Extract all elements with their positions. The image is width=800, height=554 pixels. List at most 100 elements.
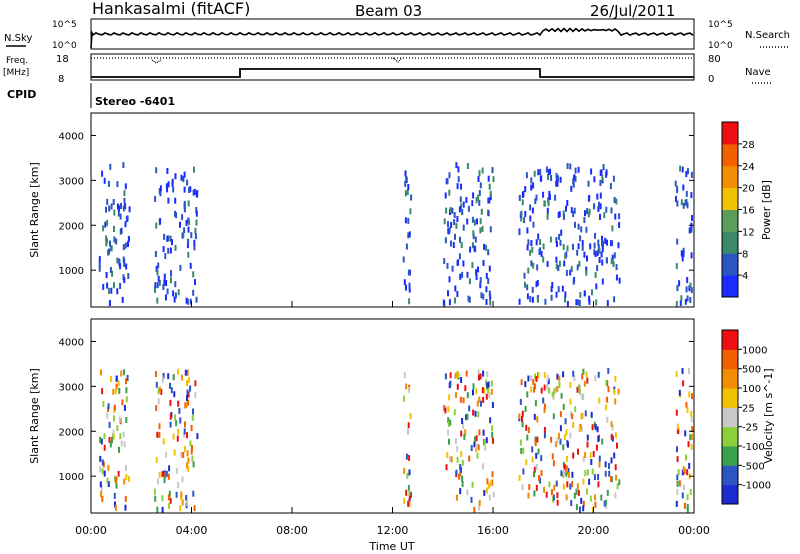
power-cell	[113, 226, 115, 232]
power-cell	[518, 229, 521, 236]
velocity-cell	[491, 402, 494, 408]
velocity-cell	[161, 376, 164, 383]
power-cell	[120, 203, 122, 209]
nsearch-tick-bottom: 10^0	[708, 41, 733, 51]
power-cell	[194, 279, 196, 286]
power-cell	[174, 292, 177, 299]
power-cell	[407, 269, 410, 276]
velocity-cell	[484, 444, 487, 451]
velocity-cell	[556, 499, 559, 506]
velocity-cell	[100, 484, 103, 491]
velocity-cell	[457, 371, 460, 378]
velocity-cell	[676, 428, 679, 434]
power-cell	[524, 186, 527, 193]
velocity-cell	[101, 495, 104, 502]
velocity-cell	[576, 386, 579, 393]
power-cell	[687, 168, 689, 175]
velocity-cell	[403, 467, 406, 474]
power-cell	[482, 293, 485, 300]
velocity-cell	[614, 375, 617, 382]
velocity-cell	[525, 424, 528, 431]
power-cbar-band-1	[722, 253, 738, 276]
power-cell	[467, 295, 470, 302]
power-cell	[566, 200, 569, 206]
velocity-cell	[103, 433, 106, 440]
velocity-cell	[196, 433, 199, 440]
velocity-cell	[578, 384, 581, 391]
velocity-cell	[490, 380, 493, 387]
velocity-cell	[475, 435, 478, 442]
power-cell	[532, 262, 535, 269]
power-cell	[460, 183, 462, 190]
velocity-cell	[445, 464, 448, 471]
power-cell	[611, 254, 614, 261]
velocity-cell	[184, 446, 186, 452]
velocity-cell	[690, 443, 693, 450]
nave-label: Nave	[745, 67, 771, 78]
velocity-cell	[604, 461, 607, 468]
power-cell	[125, 263, 128, 270]
power-cell	[686, 202, 689, 209]
velocity-cell	[158, 423, 161, 430]
velocity-cell	[689, 434, 692, 441]
power-cell	[555, 263, 558, 270]
velocity-cell	[610, 476, 612, 482]
velocity-cell	[155, 381, 158, 388]
velocity-cell	[175, 420, 178, 427]
power-cell	[118, 205, 120, 212]
power-cell	[588, 295, 591, 302]
power-cell	[186, 179, 189, 186]
power-cell	[450, 221, 453, 228]
power-cell	[487, 210, 490, 217]
power-cell	[598, 247, 601, 254]
velocity-cell	[530, 375, 533, 382]
velocity-cell	[520, 379, 523, 386]
velocity-cell	[540, 470, 543, 477]
velocity-cell	[567, 471, 570, 478]
velocity-cell	[591, 468, 594, 475]
power-cell	[615, 274, 618, 281]
power-cell	[166, 167, 169, 174]
power-cell	[471, 242, 474, 249]
velocity-cell	[476, 452, 479, 459]
power-cell	[177, 289, 180, 296]
freq-unit: [MHz]	[3, 68, 29, 78]
velocity-cell	[686, 503, 689, 510]
power-cell	[612, 261, 615, 267]
velocity-cell	[579, 506, 581, 513]
power-cell	[174, 197, 177, 204]
power-cell	[459, 196, 462, 203]
power-cell	[574, 221, 576, 228]
velocity-cell	[187, 457, 190, 464]
power-cell	[547, 174, 549, 181]
power-cell	[532, 182, 535, 189]
velocity-cell	[521, 410, 524, 417]
velocity-cell	[534, 373, 537, 380]
power-cell	[573, 207, 576, 214]
velocity-cell	[606, 489, 609, 496]
power-cell	[585, 226, 588, 233]
velocity-cell	[533, 490, 536, 497]
velocity-cell	[543, 372, 546, 379]
power-cell	[563, 213, 565, 220]
power-cell	[452, 242, 455, 248]
power-cell	[537, 233, 540, 240]
power-cell	[157, 262, 160, 269]
power-cell	[604, 237, 607, 244]
velocity-cell	[449, 380, 452, 387]
power-cell	[462, 224, 465, 231]
velocity-cell	[555, 480, 558, 487]
velocity-cell	[537, 372, 540, 379]
power-cell	[618, 222, 621, 228]
power-cell	[121, 296, 124, 303]
power-cell	[587, 180, 590, 187]
power-cell	[445, 207, 448, 214]
velocity-cell	[585, 488, 588, 495]
power-cell	[183, 206, 186, 213]
power-cell	[122, 162, 125, 169]
velocity-cell	[194, 392, 197, 398]
power-cell	[108, 287, 110, 294]
power-cell	[539, 169, 542, 176]
power-cell	[570, 265, 573, 272]
power-cell	[104, 221, 107, 228]
